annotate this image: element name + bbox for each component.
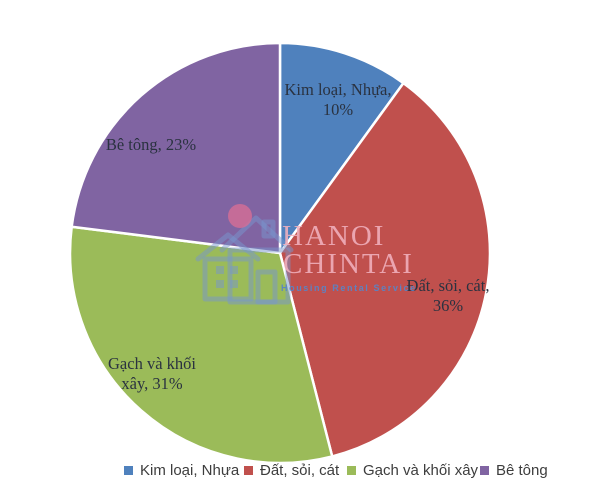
legend-label: Bê tông xyxy=(496,462,548,479)
pie-slice-0 xyxy=(278,41,405,255)
pie-slice-1 xyxy=(278,81,492,458)
legend-swatch-green xyxy=(347,466,356,475)
legend-label: Đất, sỏi, cát xyxy=(260,462,340,479)
legend-label: Gạch và khối xây xyxy=(363,462,479,479)
legend-item-gach-va-khoi-xay: Gạch và khối xây xyxy=(347,462,478,479)
legend-item-be-tong: Bê tông xyxy=(480,462,548,479)
legend-swatch-blue xyxy=(124,466,133,475)
legend-swatch-red xyxy=(244,466,253,475)
legend-label: Kim loại, Nhựa xyxy=(140,462,240,479)
legend-swatch-purple xyxy=(480,466,489,475)
legend: Kim loại, Nhựa Đất, sỏi, cát Gạch và khố… xyxy=(0,462,600,484)
pie-slice-3 xyxy=(70,41,282,255)
legend-item-kim-loai-nhua: Kim loại, Nhựa xyxy=(124,462,239,479)
legend-item-dat-soi-cat: Đất, sỏi, cát xyxy=(244,462,339,479)
